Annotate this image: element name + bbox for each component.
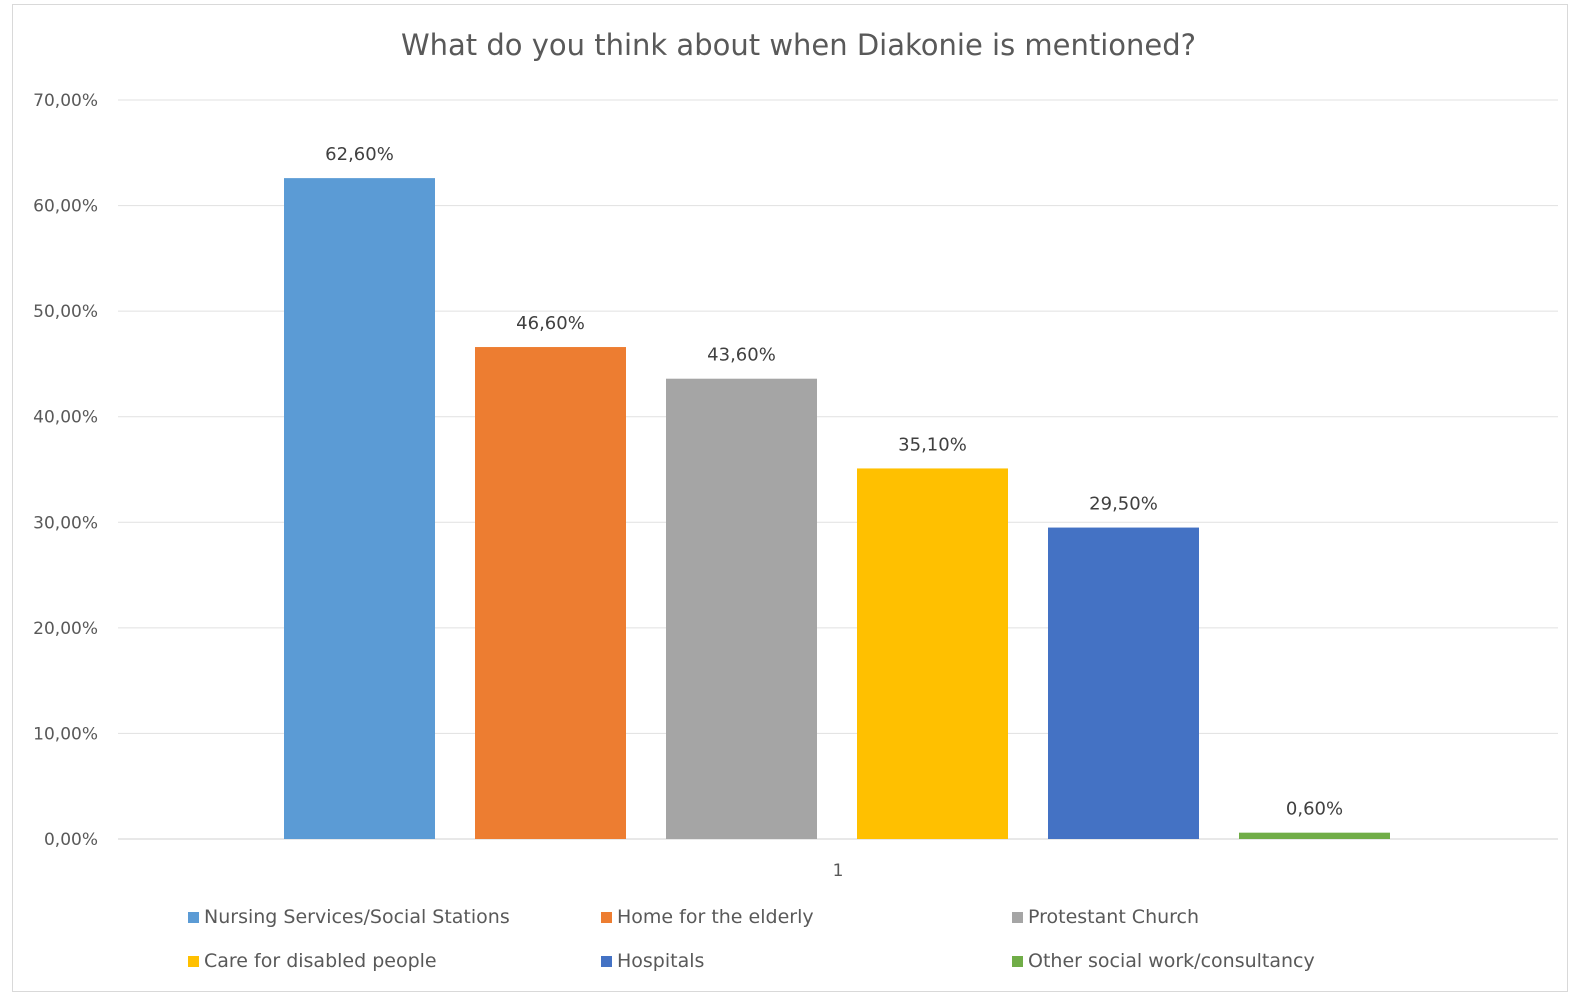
legend-label: Home for the elderly [617, 906, 814, 928]
legend-swatch [1012, 911, 1023, 923]
legend-item: Other social work/consultancy [1012, 950, 1315, 972]
x-tick-label: 1 [833, 861, 844, 881]
legend-swatch [188, 911, 199, 923]
legend-label: Other social work/consultancy [1028, 950, 1315, 972]
legend-swatch [188, 955, 199, 967]
legend-label: Hospitals [617, 950, 705, 972]
bar [1048, 527, 1199, 839]
data-label: 43,60% [707, 345, 776, 366]
legend-item: Nursing Services/Social Stations [188, 906, 510, 928]
bar [666, 378, 817, 839]
y-tick-label: 70,00% [33, 91, 98, 111]
y-tick-label: 10,00% [33, 724, 98, 744]
y-tick-label: 30,00% [33, 513, 98, 533]
bar [475, 347, 626, 839]
data-label: 35,10% [898, 434, 967, 455]
y-tick-label: 50,00% [33, 302, 98, 322]
legend-swatch [601, 955, 612, 967]
legend-item: Home for the elderly [601, 906, 814, 928]
y-tick-label: 40,00% [33, 408, 98, 428]
bar [1239, 832, 1390, 839]
legend-swatch [601, 911, 612, 923]
data-label: 46,60% [516, 313, 585, 334]
legend-label: Protestant Church [1028, 906, 1200, 928]
chart-legend: Nursing Services/Social Stations Home for… [188, 906, 1488, 986]
bar [284, 178, 435, 839]
legend-item: Hospitals [601, 950, 704, 972]
y-tick-label: 0,00% [44, 830, 98, 850]
data-label: 29,50% [1089, 494, 1158, 515]
legend-item: Care for disabled people [188, 950, 437, 972]
legend-swatch [1012, 955, 1023, 967]
y-tick-label: 20,00% [33, 619, 98, 639]
data-label: 0,60% [1286, 799, 1343, 820]
data-label: 62,60% [325, 144, 394, 165]
legend-label: Care for disabled people [204, 950, 437, 972]
y-tick-label: 60,00% [33, 197, 98, 217]
chart-title: What do you think about when Diakonie is… [400, 28, 1197, 62]
legend-item: Protestant Church [1012, 906, 1199, 928]
bar [857, 468, 1008, 839]
legend-label: Nursing Services/Social Stations [204, 906, 510, 928]
